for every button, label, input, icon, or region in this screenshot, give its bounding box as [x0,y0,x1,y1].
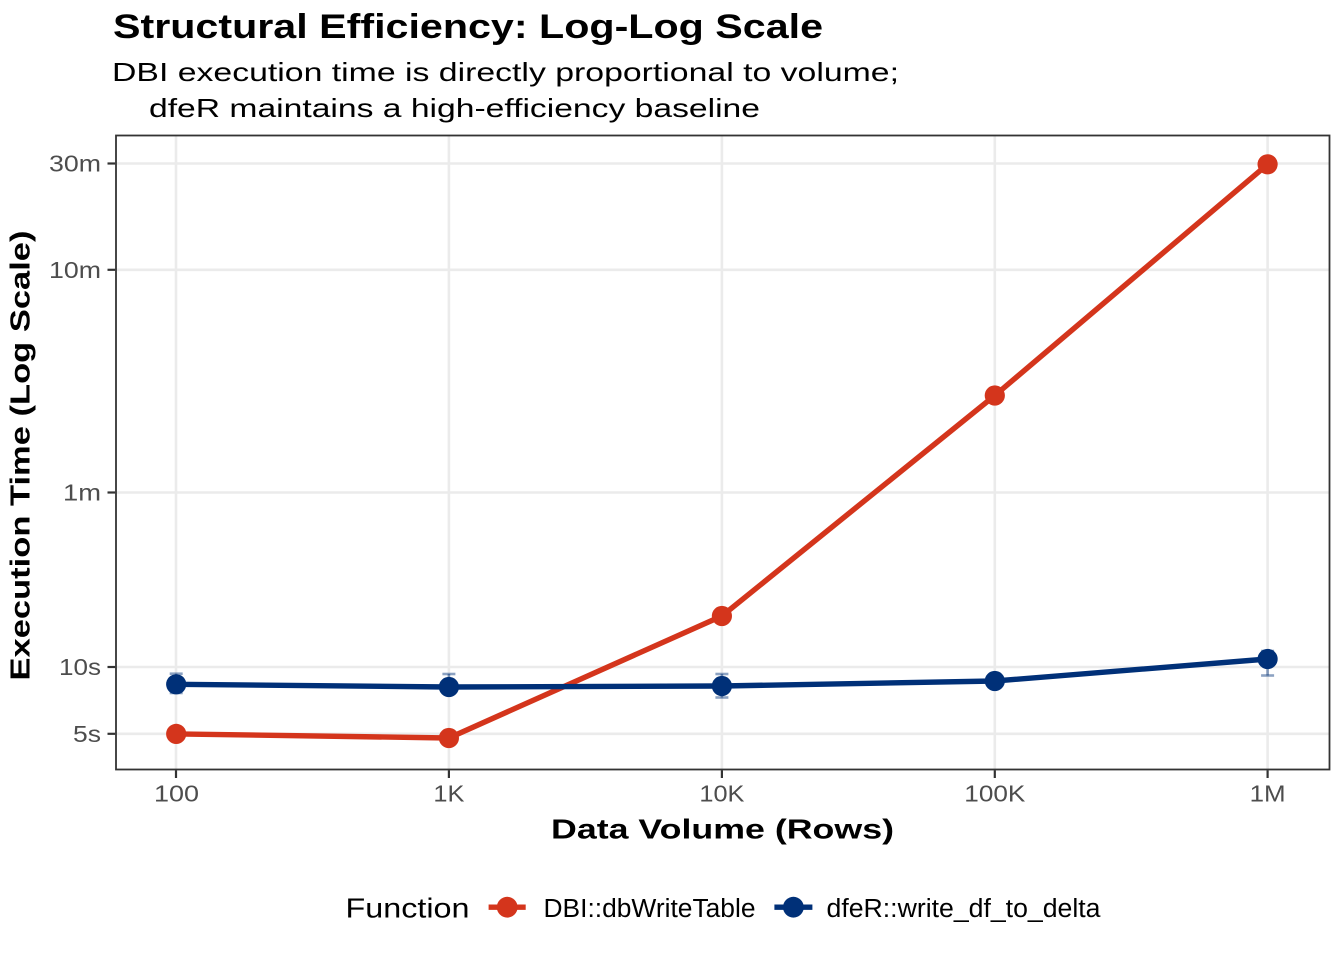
svg-text:dfeR::write_df_to_delta: dfeR::write_df_to_delta [827,895,1102,923]
svg-text:10s: 10s [59,654,101,680]
svg-text:30m: 30m [49,151,101,177]
svg-text:1M: 1M [1250,781,1286,807]
svg-text:100: 100 [154,781,199,807]
svg-text:Execution Time (Log Scale): Execution Time (Log Scale) [5,231,36,681]
svg-text:dfeR maintains a high-efficien: dfeR maintains a high-efficiency baselin… [149,93,760,123]
svg-text:10K: 10K [699,781,745,807]
svg-text:1m: 1m [63,480,101,506]
svg-text:DBI::dbWriteTable: DBI::dbWriteTable [544,895,756,923]
svg-text:100K: 100K [964,781,1026,807]
svg-text:1K: 1K [433,781,465,807]
svg-text:DBI execution time is directly: DBI execution time is directly proportio… [112,57,899,87]
svg-text:Structural Efficiency: Log-Log: Structural Efficiency: Log-Log Scale [113,8,823,46]
svg-text:10m: 10m [49,257,101,283]
svg-text:5s: 5s [73,721,101,747]
svg-text:Function: Function [346,893,470,924]
svg-text:Data Volume (Rows): Data Volume (Rows) [551,814,894,845]
